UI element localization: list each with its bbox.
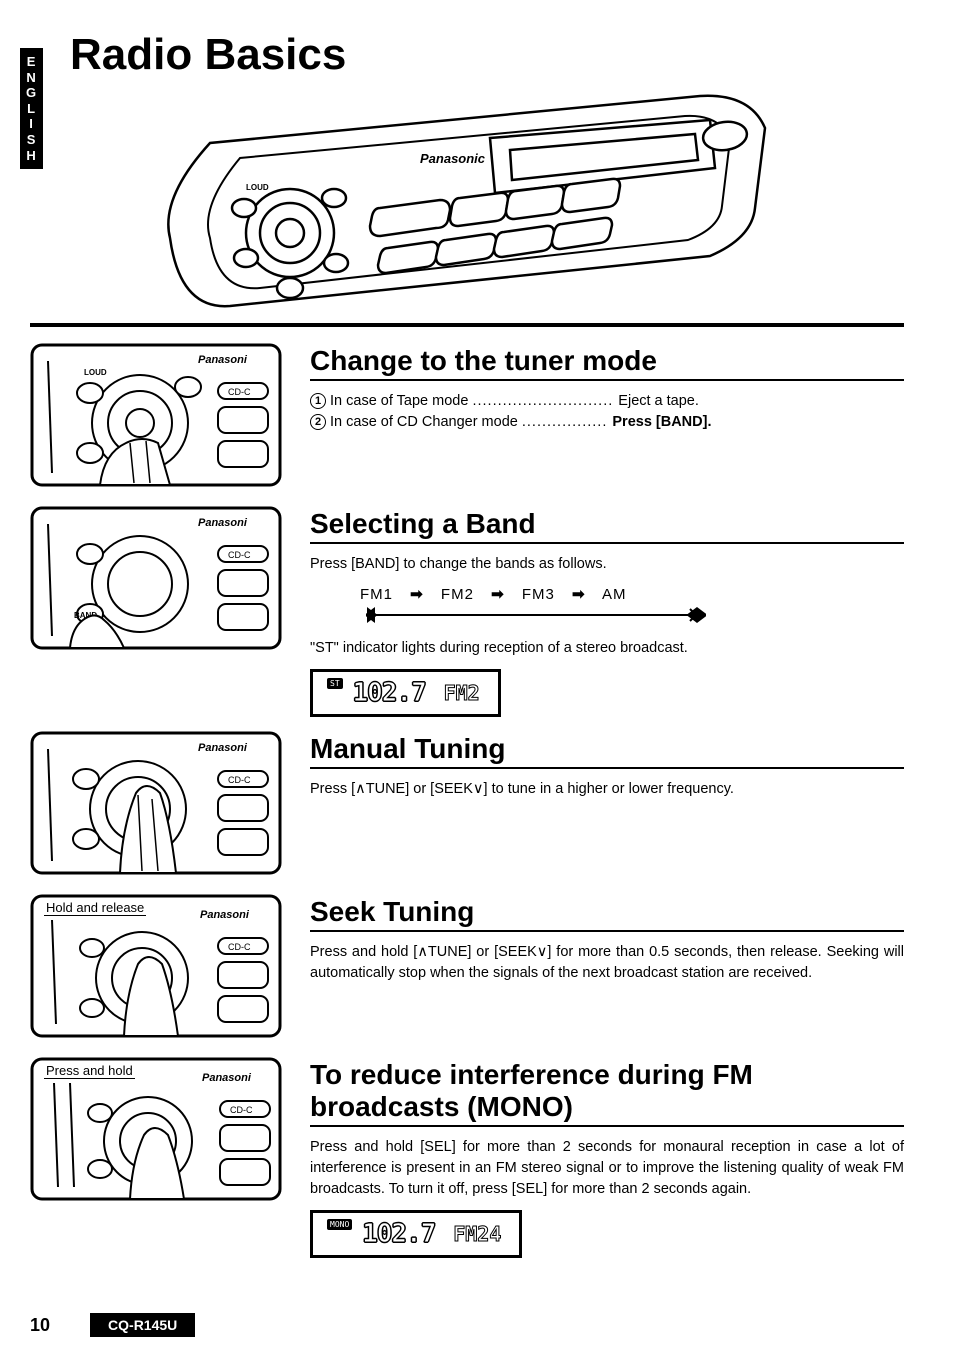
lang-char: I	[26, 116, 37, 132]
section-mono: Press and hold Panasoni CD-C	[30, 1057, 904, 1258]
selecting-band-text: Selecting a Band Press [BAND] to change …	[310, 506, 904, 717]
manual-tuning-text: Manual Tuning Press [∧TUNE] or [SEEK∨] t…	[310, 731, 904, 800]
page-title: Radio Basics	[70, 30, 904, 80]
selecting-band-note: "ST" indicator lights during reception o…	[310, 638, 904, 659]
heading-mono: To reduce interference during FM broadca…	[310, 1059, 904, 1127]
lang-char: E	[26, 54, 37, 70]
display-tag-mono: MONO	[327, 1219, 352, 1230]
circled-2: 2	[310, 414, 326, 430]
display-band-mono: FM24	[453, 1222, 501, 1246]
display-st: ST 102.7 FM2	[310, 669, 501, 717]
lang-char: S	[26, 132, 37, 148]
footer: 10 CQ-R145U	[30, 1313, 195, 1337]
band-return-arrow	[366, 607, 904, 630]
caption-hold-release: Hold and release	[44, 900, 146, 916]
svg-text:LOUD: LOUD	[84, 368, 107, 377]
change-tuner-text: Change to the tuner mode 1 In case of Ta…	[310, 343, 904, 433]
svg-text:CD-C: CD-C	[228, 775, 251, 785]
heading-selecting-band: Selecting a Band	[310, 508, 904, 544]
svg-text:CD-C: CD-C	[228, 942, 251, 952]
change-tuner-line1: 1 In case of Tape mode .................…	[310, 391, 904, 412]
seek-tuning-body: Press and hold [∧TUNE] or [SEEK∨] for mo…	[310, 942, 904, 984]
section-selecting-band: Panasoni CD-C BAND Selecting a Band Pres…	[30, 506, 904, 717]
change-tuner-line2: 2 In case of CD Changer mode ...........…	[310, 412, 904, 433]
svg-text:CD-C: CD-C	[228, 550, 251, 560]
svg-text:Panasoni: Panasoni	[198, 517, 248, 529]
band-sequence: FM1 ➡ FM2 ➡ FM3 ➡ AM	[360, 585, 904, 603]
svg-text:Panasoni: Panasoni	[202, 1072, 252, 1084]
divider	[30, 323, 904, 327]
lang-char: N	[26, 70, 37, 86]
thumb-selecting-band: Panasoni CD-C BAND	[30, 506, 282, 655]
mono-body: Press and hold [SEL] for more than 2 sec…	[310, 1137, 904, 1200]
selecting-band-intro: Press [BAND] to change the bands as foll…	[310, 554, 904, 575]
seek-tuning-text: Seek Tuning Press and hold [∧TUNE] or [S…	[310, 894, 904, 984]
heading-seek-tuning: Seek Tuning	[310, 896, 904, 932]
thumb-mono: Press and hold Panasoni CD-C	[30, 1057, 282, 1206]
svg-text:Panasoni: Panasoni	[198, 742, 248, 754]
caption-press-hold: Press and hold	[44, 1063, 135, 1079]
section-manual-tuning: Panasoni CD-C Manual Tuning Press [∧TUNE…	[30, 731, 904, 880]
display-digits: 102.7	[352, 678, 425, 708]
section-change-tuner: Panasoni LOUD CD-C Change to the tuner m…	[30, 343, 904, 492]
lang-char: G	[26, 85, 37, 101]
heading-manual-tuning: Manual Tuning	[310, 733, 904, 769]
hero-illustration: Panasonic LOUD	[140, 88, 904, 313]
lang-char: H	[26, 148, 37, 164]
mono-text: To reduce interference during FM broadca…	[310, 1057, 904, 1258]
display-digits-mono: 102.7	[362, 1219, 435, 1249]
svg-text:LOUD: LOUD	[246, 183, 269, 192]
content-area: Panasoni LOUD CD-C Change to the tuner m…	[30, 343, 904, 1258]
display-mono: MONO 102.7 FM24	[310, 1210, 522, 1258]
svg-text:Panasoni: Panasoni	[198, 354, 248, 366]
thumb-seek-tuning: Hold and release Panasoni CD-C	[30, 894, 282, 1043]
language-tab: E N G L I S H	[20, 48, 43, 169]
svg-text:Panasoni: Panasoni	[200, 909, 250, 921]
section-seek-tuning: Hold and release Panasoni CD-C	[30, 894, 904, 1043]
display-tag-st: ST	[327, 678, 343, 689]
svg-text:Panasonic: Panasonic	[420, 151, 486, 166]
svg-text:CD-C: CD-C	[228, 387, 251, 397]
manual-tuning-body: Press [∧TUNE] or [SEEK∨] to tune in a hi…	[310, 779, 904, 800]
svg-text:CD-C: CD-C	[230, 1105, 253, 1115]
page-number: 10	[30, 1315, 50, 1336]
heading-change-tuner: Change to the tuner mode	[310, 345, 904, 381]
lang-char: L	[26, 101, 37, 117]
circled-1: 1	[310, 393, 326, 409]
thumb-change-tuner: Panasoni LOUD CD-C	[30, 343, 282, 492]
model-tag: CQ-R145U	[90, 1313, 195, 1337]
thumb-manual-tuning: Panasoni CD-C	[30, 731, 282, 880]
display-band: FM2	[444, 681, 480, 705]
